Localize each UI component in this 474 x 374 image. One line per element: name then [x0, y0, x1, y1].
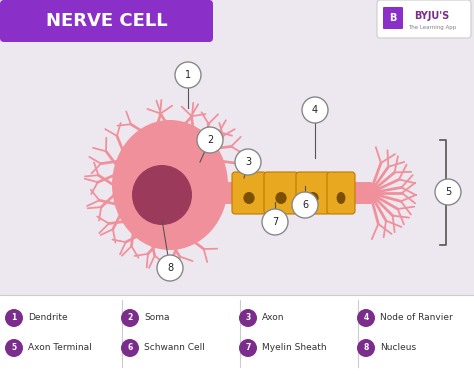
Circle shape [175, 62, 201, 88]
Text: Nucleus: Nucleus [380, 343, 416, 353]
Ellipse shape [308, 192, 319, 204]
Text: 7: 7 [246, 343, 251, 353]
Text: 4: 4 [364, 313, 369, 322]
Text: 4: 4 [312, 105, 318, 115]
FancyBboxPatch shape [377, 0, 471, 38]
Text: 2: 2 [207, 135, 213, 145]
Circle shape [121, 339, 139, 357]
Circle shape [302, 97, 328, 123]
Text: 1: 1 [185, 70, 191, 80]
Text: 2: 2 [128, 313, 133, 322]
Ellipse shape [244, 192, 255, 204]
Text: Soma: Soma [144, 313, 170, 322]
Circle shape [435, 179, 461, 205]
Text: 5: 5 [11, 343, 17, 353]
Text: 6: 6 [128, 343, 133, 353]
Circle shape [262, 209, 288, 235]
Ellipse shape [337, 192, 346, 204]
FancyBboxPatch shape [220, 182, 373, 204]
Text: Axon Terminal: Axon Terminal [28, 343, 92, 353]
Circle shape [197, 127, 223, 153]
Ellipse shape [112, 120, 228, 250]
Circle shape [357, 309, 375, 327]
Text: Dendrite: Dendrite [28, 313, 68, 322]
Circle shape [235, 149, 261, 175]
Circle shape [239, 309, 257, 327]
FancyBboxPatch shape [0, 295, 474, 374]
Text: Myelin Sheath: Myelin Sheath [262, 343, 327, 353]
Text: B: B [389, 13, 397, 23]
Circle shape [5, 309, 23, 327]
Text: NERVE CELL: NERVE CELL [46, 12, 167, 30]
Text: 3: 3 [245, 157, 251, 167]
Circle shape [157, 255, 183, 281]
Text: 8: 8 [167, 263, 173, 273]
Text: 5: 5 [445, 187, 451, 197]
Text: Axon: Axon [262, 313, 284, 322]
Ellipse shape [275, 192, 287, 204]
FancyBboxPatch shape [296, 172, 330, 214]
Text: BYJU'S: BYJU'S [414, 11, 450, 21]
Circle shape [5, 339, 23, 357]
Text: The Learning App: The Learning App [408, 25, 456, 30]
Circle shape [121, 309, 139, 327]
FancyBboxPatch shape [0, 0, 213, 42]
Text: Schwann Cell: Schwann Cell [144, 343, 205, 353]
Text: 8: 8 [363, 343, 369, 353]
FancyBboxPatch shape [327, 172, 355, 214]
Text: Node of Ranvier: Node of Ranvier [380, 313, 453, 322]
Text: 7: 7 [272, 217, 278, 227]
FancyBboxPatch shape [383, 7, 403, 29]
Text: 3: 3 [246, 313, 251, 322]
FancyBboxPatch shape [232, 172, 266, 214]
Circle shape [357, 339, 375, 357]
Circle shape [292, 192, 318, 218]
Circle shape [239, 339, 257, 357]
Circle shape [132, 165, 192, 225]
Text: 6: 6 [302, 200, 308, 210]
Text: 1: 1 [11, 313, 17, 322]
FancyBboxPatch shape [264, 172, 298, 214]
